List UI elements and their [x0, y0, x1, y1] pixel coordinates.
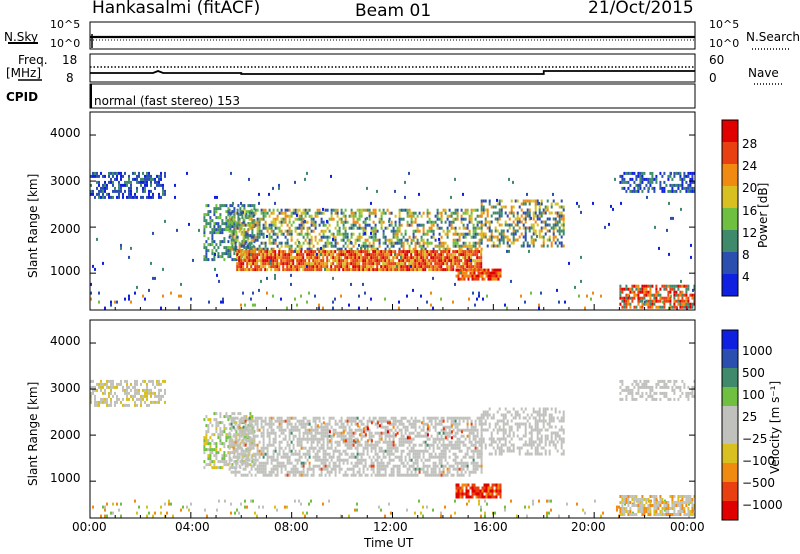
nave-tick-bottom: 0 — [709, 71, 717, 85]
velocity-colorbar-segment — [722, 406, 738, 425]
vel-ytick-3000: 3000 — [50, 381, 81, 395]
power-colorbar-segment — [722, 164, 738, 186]
power-colorbar-segment — [722, 186, 738, 208]
nsearch-label: N.Search — [746, 30, 800, 44]
power-echo-upper-band — [228, 208, 483, 251]
freq-trace — [90, 70, 695, 75]
velocity-colorbar-segment — [722, 387, 738, 406]
power-ytick-3000: 3000 — [50, 174, 81, 188]
beam-title: Beam 01 — [355, 1, 432, 21]
velocity-colorbar-segment — [722, 444, 738, 463]
nsky-tick-bottom: 10^0 — [50, 37, 81, 50]
power-colorbar-segment — [722, 142, 738, 164]
vel-echo-near-range — [92, 499, 694, 518]
power-cbar-tick-28: 28 — [742, 137, 758, 151]
vel-cbar-tick-1000: 1000 — [742, 344, 773, 358]
power-echo-tail — [455, 268, 502, 281]
velocity-colorbar-segment — [722, 482, 738, 501]
power-echo-sparse — [90, 171, 694, 292]
freq-tick-top: 18 — [62, 53, 78, 67]
freq-tick-bottom: 8 — [66, 71, 74, 85]
nave-label: Nave — [748, 66, 779, 80]
power-colorbar-segment — [722, 120, 738, 142]
power-cbar-label: Power [dB] — [756, 182, 770, 248]
xtick-0800: 08:00 — [274, 520, 309, 534]
vel-ytick-1000: 1000 — [50, 471, 81, 485]
vel-echo-main — [228, 416, 483, 477]
vel-echo-tail — [455, 483, 502, 499]
vel-ytick-2000: 2000 — [50, 428, 81, 442]
power-ylabel: Slant Range [km] — [26, 173, 40, 278]
vel-echo-early-far — [90, 379, 166, 407]
vel-echo-dawn — [619, 495, 696, 516]
xtick-2000: 20:00 — [571, 520, 606, 534]
vel-cbar-tick-100: 100 — [742, 388, 765, 402]
station-title: Hankasalmi (fitACF) — [92, 0, 261, 18]
power-echo-dawn-far — [619, 171, 696, 193]
power-ytick-4000: 4000 — [50, 126, 81, 140]
xtick-1600: 16:00 — [473, 520, 508, 534]
xaxis-label: Time UT — [364, 536, 414, 550]
nsearch-tick-bottom: 10^0 — [709, 37, 740, 50]
date-title: 21/Oct/2015 — [588, 0, 694, 18]
power-echo-dawn — [619, 284, 696, 309]
power-echo-near-range — [90, 291, 688, 310]
nsky-tick-top: 10^5 — [50, 18, 81, 31]
vel-cbar-tick-m100: −100 — [742, 454, 775, 468]
xtick-2400: 00:00 — [670, 520, 705, 534]
power-panel-bg — [90, 112, 695, 310]
velocity-colorbar-segment — [722, 368, 738, 387]
vel-echo-dawn-far — [619, 379, 696, 401]
nsearch-tick-top: 10^5 — [709, 18, 740, 31]
power-ytick-1000: 1000 — [50, 264, 81, 278]
power-echo-rising — [480, 199, 565, 248]
power-colorbar-segment — [722, 208, 738, 230]
cpid-text: normal (fast stereo) 153 — [94, 94, 241, 108]
power-cbar-tick-24: 24 — [742, 159, 758, 173]
freq-panel-frame — [89, 53, 696, 83]
freq-unit-label: [MHz] — [6, 66, 42, 80]
power-cbar-tick-20: 20 — [742, 181, 758, 195]
vel-cbar-tick-25: 25 — [742, 410, 758, 424]
power-colorbar-segment — [722, 274, 738, 296]
cpid-label: CPID — [6, 90, 39, 104]
vel-cbar-label: Velocity [m s⁻¹] — [768, 380, 782, 474]
xtick-0000: 00:00 — [72, 520, 107, 534]
power-colorbar-segment — [722, 252, 738, 274]
velocity-colorbar-segment — [722, 501, 738, 520]
nsky-label: N.Sky — [4, 30, 39, 44]
power-colorbar-frame — [721, 119, 739, 297]
power-cbar-tick-4: 4 — [742, 270, 750, 284]
xtick-1200: 12:00 — [373, 520, 408, 534]
velocity-colorbar-segment — [722, 463, 738, 482]
xtick-0400: 04:00 — [175, 520, 210, 534]
vel-echo-flows — [316, 421, 463, 443]
power-echo-main-band — [236, 250, 483, 272]
vel-echo-rising — [480, 407, 565, 456]
power-colorbar-segment — [722, 230, 738, 252]
power-ytick-2000: 2000 — [50, 222, 81, 236]
freq-label: Freq. — [18, 53, 48, 67]
vel-ytick-4000: 4000 — [50, 334, 81, 348]
velocity-colorbar-segment — [722, 349, 738, 368]
power-cbar-tick-8: 8 — [742, 248, 750, 262]
velocity-colorbar-segment — [722, 330, 738, 349]
vel-cbar-tick-500: 500 — [742, 366, 765, 380]
power-cbar-tick-16: 16 — [742, 204, 758, 218]
vel-cbar-tick-m1000: −1000 — [742, 498, 783, 512]
velocity-colorbar-segment — [722, 425, 738, 444]
vel-cbar-tick-m25: −25 — [742, 432, 768, 446]
nsky-panel-frame — [89, 21, 696, 50]
power-cbar-tick-12: 12 — [742, 226, 758, 240]
power-echo-early-far — [90, 171, 166, 199]
velocity-colorbar-frame — [721, 329, 739, 521]
vel-cbar-tick-m500: −500 — [742, 476, 775, 490]
nave-tick-top: 60 — [709, 53, 725, 67]
vel-ylabel: Slant Range [km] — [26, 381, 40, 486]
